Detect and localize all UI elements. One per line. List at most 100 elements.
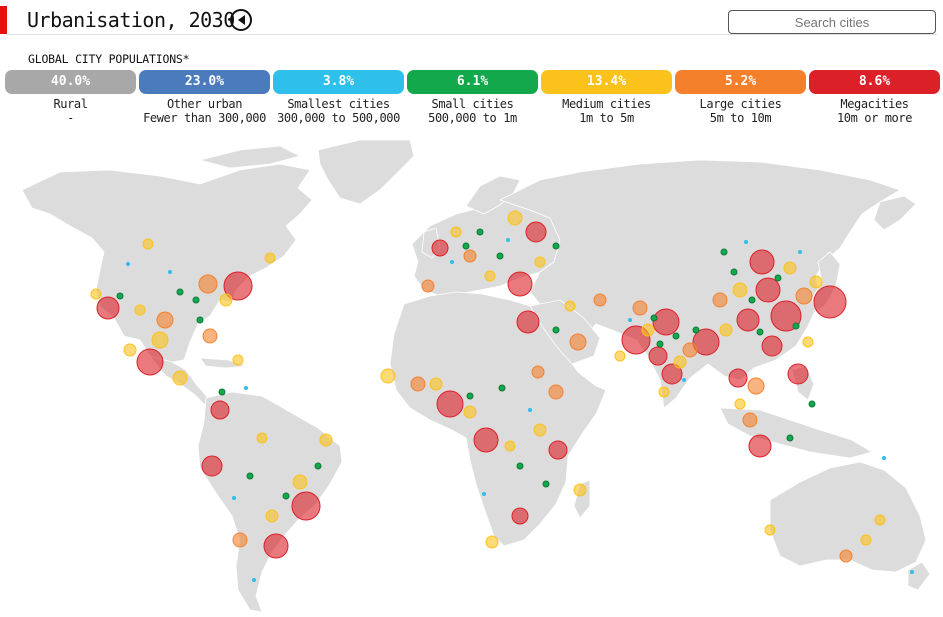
city-marker-megacity: [728, 368, 748, 388]
back-button[interactable]: [230, 9, 252, 31]
city-marker-megacity: [96, 296, 120, 320]
land-australia: [769, 461, 927, 573]
land-north-america: [21, 163, 313, 371]
city-marker-smallest: [232, 496, 236, 500]
city-marker-medium: [802, 336, 814, 348]
city-marker-large: [795, 287, 813, 305]
city-marker-medium: [463, 405, 477, 419]
city-marker-megacity: [813, 285, 847, 319]
page-title: Urbanisation, 2030: [27, 8, 235, 32]
legend-label: Rural: [53, 97, 88, 111]
land-indonesia: [719, 407, 874, 459]
city-marker-smallest: [252, 578, 256, 582]
city-marker-medium: [485, 535, 499, 549]
city-marker-large: [712, 292, 728, 308]
legend-item-small-cities[interactable]: 6.1% Small cities 500,000 to 1m: [407, 70, 538, 126]
city-marker-megacity: [761, 335, 783, 357]
legend-item-rural[interactable]: 40.0% Rural -: [5, 70, 136, 126]
city-marker-medium: [874, 514, 886, 526]
city-marker-medium: [142, 238, 154, 250]
city-marker-smallest: [244, 386, 248, 390]
city-marker-smallest: [528, 408, 532, 412]
city-marker-megacity: [507, 271, 533, 297]
legend-item-medium-cities[interactable]: 13.4% Medium cities 1m to 5m: [541, 70, 672, 126]
city-marker-medium: [641, 323, 655, 337]
city-marker-large: [742, 412, 758, 428]
city-marker-megacity: [201, 455, 223, 477]
city-marker-small: [730, 268, 738, 276]
city-marker-megacity: [431, 239, 449, 257]
land-caribbean: [199, 357, 247, 369]
legend-range: 1m to 5m: [579, 111, 634, 125]
city-marker-large: [593, 293, 607, 307]
legend-item-smallest-cities[interactable]: 3.8% Smallest cities 300,000 to 500,000: [273, 70, 404, 126]
legend-heading: GLOBAL CITY POPULATIONS*: [28, 52, 190, 66]
city-marker-medium: [533, 423, 547, 437]
legend-pill-megacities[interactable]: 8.6%: [809, 70, 940, 94]
land-south-america: [197, 391, 343, 613]
legend-pill-large-cities[interactable]: 5.2%: [675, 70, 806, 94]
city-marker-megacity: [291, 491, 321, 521]
city-marker-small: [516, 462, 524, 470]
city-marker-small: [672, 332, 680, 340]
city-marker-small: [496, 252, 504, 260]
city-marker-small: [792, 322, 800, 330]
city-marker-megacity: [136, 348, 164, 376]
world-map[interactable]: [0, 128, 943, 617]
city-markers[interactable]: [90, 210, 914, 582]
city-marker-small: [192, 296, 200, 304]
legend-pill-small-cities[interactable]: 6.1%: [407, 70, 538, 94]
city-marker-large: [548, 384, 564, 400]
city-marker-megacity: [755, 277, 781, 303]
city-marker-megacity: [736, 308, 760, 332]
city-marker-medium: [292, 474, 308, 490]
city-marker-medium: [450, 226, 462, 238]
city-marker-small: [552, 326, 560, 334]
city-marker-large: [839, 549, 853, 563]
land-greenland: [317, 139, 415, 205]
land-masses: [21, 139, 931, 613]
city-marker-large: [232, 532, 248, 548]
search-cities-input[interactable]: [728, 10, 936, 34]
legend-pill-other-urban[interactable]: 23.0%: [139, 70, 270, 94]
city-marker-small: [196, 316, 204, 324]
city-marker-medium: [90, 288, 102, 300]
city-marker-small: [282, 492, 290, 500]
triangle-left-icon: [238, 15, 245, 25]
legend-pill-medium-cities[interactable]: 13.4%: [541, 70, 672, 94]
legend-label: Megacities: [840, 97, 909, 111]
city-marker-smallest: [482, 492, 486, 496]
city-marker-megacity: [473, 427, 499, 453]
legend-pill-rural[interactable]: 40.0%: [5, 70, 136, 94]
city-marker-small: [466, 392, 474, 400]
legend-pill-smallest-cities[interactable]: 3.8%: [273, 70, 404, 94]
legend-label: Small cities: [431, 97, 514, 111]
city-marker-smallest: [682, 378, 686, 382]
city-marker-smallest: [744, 240, 748, 244]
legend-item-large-cities[interactable]: 5.2% Large cities 5m to 10m: [675, 70, 806, 126]
city-marker-small: [756, 328, 764, 336]
city-marker-megacity: [648, 346, 668, 366]
city-marker-medium: [219, 293, 233, 307]
legend-label: Other urban: [166, 97, 243, 111]
legend-range: 500,000 to 1m: [428, 111, 517, 125]
city-marker-megacity: [770, 300, 802, 332]
city-marker-medium: [134, 304, 146, 316]
city-marker-medium: [484, 270, 496, 282]
legend-label: Large cities: [699, 97, 782, 111]
city-marker-medium: [172, 370, 188, 386]
city-marker-megacity: [223, 271, 253, 301]
legend-item-other-urban[interactable]: 23.0% Other urban Fewer than 300,000: [139, 70, 270, 126]
legend-item-megacities[interactable]: 8.6% Megacities 10m or more: [809, 70, 940, 126]
city-marker-megacity: [525, 221, 547, 243]
city-marker-small: [176, 288, 184, 296]
city-marker-small: [462, 242, 470, 250]
city-marker-medium: [809, 275, 823, 289]
city-marker-large: [421, 279, 435, 293]
legend-range: 10m or more: [836, 111, 913, 125]
city-marker-megacity: [661, 363, 683, 385]
city-marker-large: [682, 342, 698, 358]
city-marker-smallest: [168, 270, 172, 274]
city-marker-megacity: [787, 363, 809, 385]
city-marker-medium: [573, 483, 587, 497]
